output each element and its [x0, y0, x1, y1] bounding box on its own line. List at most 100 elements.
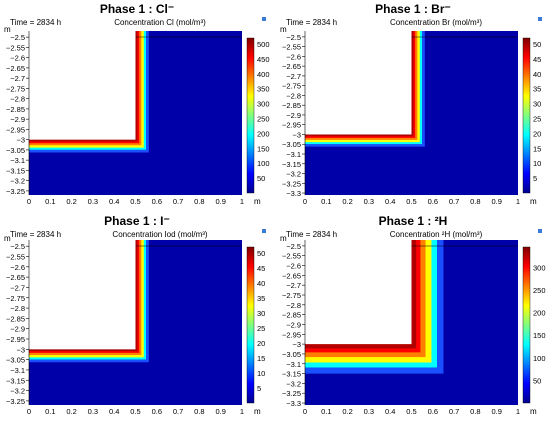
time-label: Time = 2834 h — [286, 18, 337, 27]
y-tick-label: −2.9 — [10, 115, 25, 124]
x-tick-label: 0.2 — [66, 197, 76, 206]
x-tick-label: 0 — [303, 197, 307, 206]
colorbar-tick-label: 250 — [533, 286, 546, 295]
excavation-region — [305, 31, 412, 135]
x-tick-label: 0.1 — [321, 407, 331, 416]
colorbar — [246, 37, 255, 194]
y-tick-label: −3.2 — [10, 387, 25, 396]
colorbar-tick-label: 35 — [533, 85, 541, 94]
y-tick-label: −2.9 — [10, 325, 25, 334]
colorbar-tick-label: 100 — [257, 159, 270, 168]
y-tick-label: −3.15 — [6, 376, 25, 385]
colorbar-tick-label: 45 — [257, 264, 265, 273]
y-unit: m — [280, 25, 287, 34]
colorbar-tick-label: 350 — [257, 85, 270, 94]
y-tick-label: −2.75 — [282, 82, 301, 91]
excavation-region — [29, 240, 136, 350]
colorbar-tick-label: 100 — [533, 354, 546, 363]
y-tick-label: −3.2 — [286, 170, 301, 179]
y-tick-label: −3.15 — [282, 160, 301, 169]
y-tick-label: −2.75 — [6, 294, 25, 303]
x-tick-label: 0.5 — [406, 407, 416, 416]
x-tick-label: 0.8 — [470, 407, 480, 416]
panel-title: Phase 1 : I⁻ — [104, 214, 170, 228]
y-tick-label: −2.85 — [6, 105, 25, 114]
colorbar-tick-label: 15 — [533, 144, 541, 153]
colorbar-tick-label: 5 — [257, 384, 261, 393]
x-tick-label: 0.4 — [385, 197, 395, 206]
field-label: Concentration ²H (mol/m³) — [390, 230, 483, 239]
colorbar-tick-label: 50 — [533, 40, 541, 49]
x-tick-label: 0.6 — [152, 407, 162, 416]
y-tick-label: −2.55 — [6, 43, 25, 52]
field-label: Concentration Cl (mol/m³) — [114, 18, 206, 27]
y-tick-label: −2.7 — [10, 283, 25, 292]
heatmap-panel-1: Phase 1 : Cl⁻ Time = 2834 h Concentration … — [4, 2, 270, 206]
y-tick-label: −2.65 — [6, 64, 25, 73]
y-tick-label: −2.55 — [282, 43, 301, 52]
y-tick-label: −2.5 — [10, 33, 25, 42]
y-tick-label: −2.55 — [6, 253, 25, 262]
y-tick-label: −2.7 — [286, 281, 301, 290]
x-tick-label: 0.2 — [342, 197, 352, 206]
colorbar-tick-label: 300 — [533, 263, 546, 272]
y-tick-label: −3.05 — [6, 146, 25, 155]
colorbar-tick-label: 50 — [257, 249, 265, 258]
colorbar — [522, 246, 531, 404]
x-tick-label: 0.5 — [130, 197, 140, 206]
y-tick-label: −3.15 — [282, 370, 301, 379]
y-tick-label: −2.95 — [282, 121, 301, 130]
colorbar-tick-label: 250 — [257, 114, 270, 123]
colorbar-tick-label: 30 — [257, 309, 265, 318]
view-icon — [262, 17, 266, 21]
view-icon — [262, 229, 266, 233]
colorbar-tick-label: 5 — [533, 174, 537, 183]
y-tick-label: −2.7 — [10, 74, 25, 83]
panel-title: Phase 1 : ²H — [379, 214, 448, 228]
panel-title: Phase 1 : Br⁻ — [375, 2, 451, 16]
panel-title: Phase 1 : Cl⁻ — [100, 2, 174, 16]
colorbar — [246, 246, 255, 404]
x-tick-label: 1 — [240, 407, 244, 416]
colorbar-tick-label: 45 — [533, 55, 541, 64]
y-tick-label: −3.25 — [282, 179, 301, 188]
colorbar-tick-label: 200 — [257, 129, 270, 138]
x-tick-label: 0.3 — [364, 197, 374, 206]
y-tick-label: −2.9 — [286, 111, 301, 120]
x-unit: m — [254, 197, 261, 206]
x-tick-label: 0.7 — [449, 407, 459, 416]
x-tick-label: 0.9 — [491, 197, 501, 206]
y-tick-label: −2.95 — [282, 330, 301, 339]
colorbar-tick-label: 500 — [257, 40, 270, 49]
x-tick-label: 0.2 — [66, 407, 76, 416]
y-tick-label: −3.25 — [6, 397, 25, 406]
y-tick-label: −2.8 — [286, 301, 301, 310]
colorbar-tick-label: 25 — [533, 114, 541, 123]
y-tick-label: −2.7 — [286, 72, 301, 81]
y-tick-label: −3.05 — [282, 350, 301, 359]
y-tick-label: −2.8 — [10, 304, 25, 313]
y-tick-label: −3.3 — [286, 399, 301, 408]
y-tick-label: −2.65 — [282, 271, 301, 280]
x-tick-label: 0 — [27, 407, 31, 416]
view-icon — [538, 17, 542, 21]
colorbar-tick-label: 40 — [533, 70, 541, 79]
x-tick-label: 0.9 — [215, 197, 225, 206]
y-tick-label: −3.2 — [10, 177, 25, 186]
colorbar-tick-label: 50 — [257, 174, 265, 183]
x-tick-label: 1 — [516, 197, 520, 206]
x-tick-label: 0.8 — [470, 197, 480, 206]
y-tick-label: −3.1 — [286, 150, 301, 159]
x-tick-label: 0.8 — [194, 197, 204, 206]
y-tick-label: −3.25 — [6, 187, 25, 196]
field-label: Concentration Br (mol/m³) — [390, 18, 482, 27]
y-tick-label: −3.3 — [286, 189, 301, 198]
y-tick-label: −3.1 — [286, 360, 301, 369]
x-tick-label: 0.9 — [215, 407, 225, 416]
heatmap-panel-3: Phase 1 : I⁻ Time = 2834 h Concentration I… — [4, 214, 266, 416]
colorbar-tick-label: 10 — [257, 369, 265, 378]
y-tick-label: −2.8 — [10, 95, 25, 104]
y-tick-label: −2.5 — [286, 33, 301, 42]
colorbar-tick-label: 10 — [533, 159, 541, 168]
